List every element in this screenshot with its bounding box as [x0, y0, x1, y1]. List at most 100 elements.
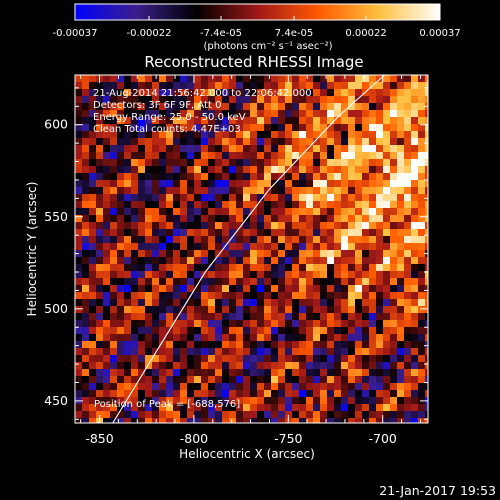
heatmap-pixel	[369, 110, 376, 117]
heatmap-pixel	[110, 327, 117, 334]
heatmap-pixel	[313, 404, 320, 411]
heatmap-pixel	[320, 89, 327, 96]
heatmap-pixel	[257, 418, 264, 423]
heatmap-pixel	[285, 369, 292, 376]
heatmap-pixel	[348, 89, 355, 96]
heatmap-pixel	[383, 271, 390, 278]
heatmap-pixel	[390, 145, 397, 152]
heatmap-pixel	[110, 390, 117, 397]
heatmap-pixel	[117, 341, 124, 348]
heatmap-pixel	[341, 306, 348, 313]
heatmap-pixel	[103, 96, 110, 103]
heatmap-pixel	[257, 292, 264, 299]
heatmap-pixel	[131, 285, 138, 292]
heatmap-pixel	[138, 222, 145, 229]
heatmap-pixel	[425, 278, 428, 285]
heatmap-pixel	[285, 236, 292, 243]
heatmap-pixel	[306, 376, 313, 383]
heatmap-pixel	[103, 404, 110, 411]
heatmap-pixel	[369, 341, 376, 348]
heatmap-pixel	[215, 131, 222, 138]
heatmap-pixel	[110, 103, 117, 110]
heatmap-pixel	[103, 159, 110, 166]
heatmap-pixel	[369, 306, 376, 313]
heatmap-pixel	[348, 152, 355, 159]
heatmap-pixel	[320, 236, 327, 243]
heatmap-pixel	[404, 75, 411, 82]
heatmap-pixel	[320, 257, 327, 264]
heatmap-pixel	[117, 208, 124, 215]
heatmap-pixel	[89, 208, 96, 215]
heatmap-pixel	[292, 390, 299, 397]
heatmap-pixel	[425, 313, 428, 320]
heatmap-pixel	[110, 299, 117, 306]
heatmap-pixel	[264, 236, 271, 243]
heatmap-pixel	[376, 348, 383, 355]
heatmap-pixel	[229, 306, 236, 313]
heatmap-pixel	[194, 278, 201, 285]
heatmap-pixel	[159, 117, 166, 124]
heatmap-pixel	[292, 411, 299, 418]
heatmap-pixel	[166, 124, 173, 131]
heatmap-pixel	[194, 201, 201, 208]
heatmap-pixel	[376, 313, 383, 320]
heatmap-pixel	[131, 89, 138, 96]
heatmap-pixel	[208, 117, 215, 124]
heatmap-pixel	[397, 187, 404, 194]
heatmap-pixel	[208, 376, 215, 383]
colorbar-tick-label: -0.00037	[53, 28, 98, 39]
heatmap-pixel	[264, 222, 271, 229]
heatmap-pixel	[369, 390, 376, 397]
heatmap-pixel	[397, 250, 404, 257]
heatmap-pixel	[208, 313, 215, 320]
heatmap-pixel	[117, 376, 124, 383]
heatmap-pixel	[194, 285, 201, 292]
heatmap-pixel	[173, 236, 180, 243]
heatmap-pixel	[138, 320, 145, 327]
heatmap-pixel	[173, 411, 180, 418]
heatmap-pixel	[320, 271, 327, 278]
heatmap-pixel	[180, 313, 187, 320]
heatmap-pixel	[418, 152, 425, 159]
heatmap-pixel	[201, 201, 208, 208]
heatmap-pixel	[243, 257, 250, 264]
heatmap-pixel	[208, 201, 215, 208]
heatmap-pixel	[138, 369, 145, 376]
heatmap-pixel	[208, 194, 215, 201]
heatmap-pixel	[166, 138, 173, 145]
heatmap-pixel	[292, 418, 299, 423]
heatmap-pixel	[411, 404, 418, 411]
heatmap-pixel	[306, 390, 313, 397]
heatmap-pixel	[418, 327, 425, 334]
heatmap-pixel	[257, 96, 264, 103]
heatmap-pixel	[215, 320, 222, 327]
heatmap-pixel	[383, 334, 390, 341]
heatmap-pixel	[362, 131, 369, 138]
heatmap-pixel	[89, 362, 96, 369]
heatmap-pixel	[173, 334, 180, 341]
heatmap-pixel	[180, 257, 187, 264]
heatmap-pixel	[362, 124, 369, 131]
heatmap-pixel	[320, 208, 327, 215]
heatmap-pixel	[103, 313, 110, 320]
heatmap-pixel	[243, 145, 250, 152]
heatmap-pixel	[110, 75, 117, 82]
heatmap-pixel	[285, 159, 292, 166]
heatmap-pixel	[173, 138, 180, 145]
heatmap-pixel	[390, 159, 397, 166]
heatmap-pixel	[425, 320, 428, 327]
heatmap-pixel	[159, 82, 166, 89]
heatmap-pixel	[411, 334, 418, 341]
heatmap-pixel	[334, 89, 341, 96]
heatmap-pixel	[117, 145, 124, 152]
heatmap-pixel	[96, 348, 103, 355]
heatmap-pixel	[96, 229, 103, 236]
heatmap-pixel	[369, 131, 376, 138]
x-tick-label: -750	[274, 431, 302, 446]
heatmap-pixel	[103, 285, 110, 292]
heatmap-pixel	[96, 131, 103, 138]
heatmap-pixel	[229, 110, 236, 117]
heatmap-pixel	[369, 285, 376, 292]
heatmap-pixel	[243, 166, 250, 173]
heatmap-pixel	[180, 173, 187, 180]
